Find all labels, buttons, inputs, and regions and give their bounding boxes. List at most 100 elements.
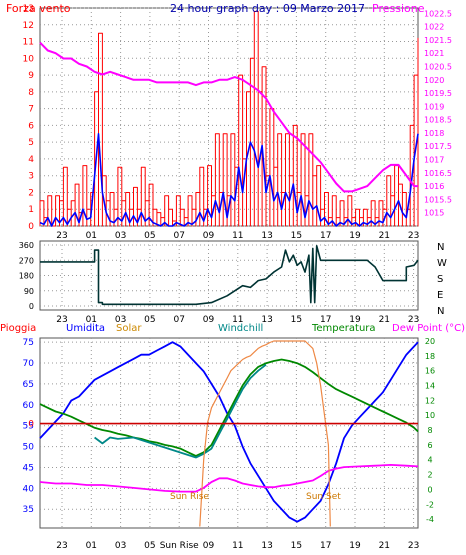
legend-header-item: Windchill [218, 323, 263, 334]
solar-series [199, 340, 331, 527]
temperature-tick-label: 16 [425, 367, 435, 376]
pressure-tick-label: 1015.5 [424, 195, 452, 204]
humidity-tick-label: 50 [23, 443, 35, 453]
pressure-tick-label: 1020 [424, 76, 444, 85]
wind-force-axis-title: Forza vento [6, 2, 71, 15]
pressure-tick-label: 1017.5 [424, 142, 452, 151]
pressure-tick-label: 1022.5 [424, 9, 452, 18]
temperature-tick-label: 12 [425, 396, 435, 405]
wind-direction-tick-label: 90 [24, 287, 34, 296]
wind-direction-x-tick-label: 19 [349, 315, 361, 325]
humidity-tick-label: 35 [23, 505, 34, 515]
temperature-humidity-x-tick-label: 05 [144, 541, 155, 551]
temperature-humidity-x-tick-label: 23 [56, 541, 67, 551]
temperature-humidity-plot-frame [39, 337, 419, 529]
temperature-tick-label: 2 [427, 471, 432, 480]
dew-point-series [39, 463, 419, 493]
temperature-tick-label: 14 [425, 382, 435, 391]
temperature-humidity-x-tick-label: 01 [86, 541, 97, 551]
sunrise-annotation: Sun Rise [170, 492, 209, 502]
wind-direction-x-tick-label: 09 [203, 315, 215, 325]
temperature-humidity-panel: 35 40 45 50 55 60 65 70 75 -4 -2 0 2 4 6 8 10 12 14 16 18 20 2… [0, 323, 465, 551]
pressure-tick-label: 1016 [424, 182, 444, 191]
compass-label: W [437, 258, 447, 269]
wind-pressure-x-tick-label: 03 [115, 231, 126, 241]
rain-value-label: 0 [28, 420, 34, 430]
temperature-tick-label: -4 [426, 515, 434, 524]
temperature-humidity-x-tick-label: 03 [115, 541, 126, 551]
wind-direction-x-tick-label: 17 [320, 315, 331, 325]
wind-direction-tick-label: 180 [19, 272, 34, 281]
wind-direction-tick-label: 270 [19, 256, 34, 265]
temperature-tick-label: 8 [427, 426, 432, 435]
wind-direction-x-tick-label: 23 [408, 315, 419, 325]
wind-pressure-x-tick-label: 21 [379, 231, 390, 241]
wind-pressure-x-tick-label: 13 [261, 231, 272, 241]
wind-direction-series [40, 245, 419, 306]
wind-pressure-panel: 01234567891011121310151015.510161016.510… [6, 2, 452, 241]
legend-headers: Pioggia Umidita Solar Windchill Temperatura D… [0, 323, 465, 334]
compass-label: N [437, 242, 444, 253]
wind-force-tick-label: 4 [28, 155, 34, 165]
humidity-tick-label: 40 [23, 484, 35, 494]
wind-direction-x-tick-label: 07 [173, 315, 184, 325]
wind-direction-plot-frame [39, 240, 419, 311]
wind-direction-x-tick-label: 11 [232, 315, 243, 325]
compass-label: S [437, 274, 443, 285]
wind-force-tick-label: 10 [23, 54, 35, 64]
wind-direction-x-tick-label: 03 [115, 315, 126, 325]
humidity-tick-label: 65 [23, 380, 34, 390]
temperature-tick-label: 10 [425, 411, 435, 420]
wind-pressure-x-tick-label: 01 [86, 231, 97, 241]
temperature-tick-label: 6 [427, 441, 432, 450]
temperature-series [39, 358, 419, 457]
wind-pressure-grid [40, 7, 418, 227]
temperature-humidity-x-tick-label: 11 [232, 541, 243, 551]
pressure-series [39, 41, 418, 193]
legend-header-item: Umidita [66, 323, 105, 334]
pressure-tick-label: 1016.5 [424, 169, 452, 178]
wind-force-tick-label: 0 [28, 222, 34, 232]
temperature-humidity-x-tick-label: 19 [349, 541, 361, 551]
pressure-tick-label: 1021 [424, 49, 444, 58]
wind-pressure-x-tick-label: 05 [144, 231, 155, 241]
humidity-series [39, 341, 419, 523]
wind-force-tick-label: 13 [23, 4, 34, 14]
wind-pressure-x-tick-label: 19 [349, 231, 361, 241]
compass-label: E [437, 290, 443, 301]
wind-force-tick-label: 9 [28, 71, 34, 81]
wind-force-tick-label: 12 [23, 21, 34, 31]
wind-force-tick-label: 6 [28, 121, 34, 131]
wind-pressure-x-tick-label: 09 [203, 231, 215, 241]
pressure-axis-title: Pressione [372, 2, 425, 15]
wind-direction-x-tick-label: 23 [56, 315, 67, 325]
wind-pressure-x-tick-label: 11 [232, 231, 243, 241]
pressure-tick-label: 1017 [424, 156, 444, 165]
temperature-humidity-x-tick-label: 23 [408, 541, 419, 551]
wind-force-tick-label: 8 [28, 88, 34, 98]
temperature-tick-label: 18 [425, 352, 435, 361]
temperature-humidity-ticks: 35 40 45 50 55 60 65 70 75 -4 -2 0 2 4 6 8 10 12 14 16 18 20 2… [23, 337, 436, 551]
wind-force-tick-label: 1 [28, 205, 34, 215]
pressure-tick-label: 1020.5 [424, 62, 452, 71]
wind-direction-tick-label: 360 [19, 241, 34, 250]
temperature-humidity-series [39, 340, 419, 527]
wind-force-tick-label: 2 [28, 188, 34, 198]
pressure-tick-label: 1015 [424, 209, 444, 218]
wind-direction-x-tick-label: 05 [144, 315, 155, 325]
humidity-tick-label: 75 [23, 338, 34, 348]
temperature-humidity-x-tick-label: 21 [379, 541, 390, 551]
windchill-series [94, 363, 267, 459]
legend-header-item: Dew Point (°C) [392, 323, 465, 334]
wind-pressure-x-tick-label: 23 [408, 231, 419, 241]
wind-pressure-plot-frame [39, 7, 419, 227]
temperature-tick-label: 0 [427, 485, 432, 494]
wind-pressure-x-tick-label: 17 [320, 231, 331, 241]
pressure-tick-label: 1019 [424, 102, 444, 111]
wind-direction-x-tick-label: 13 [261, 315, 272, 325]
wind-force-tick-label: 5 [28, 138, 34, 148]
